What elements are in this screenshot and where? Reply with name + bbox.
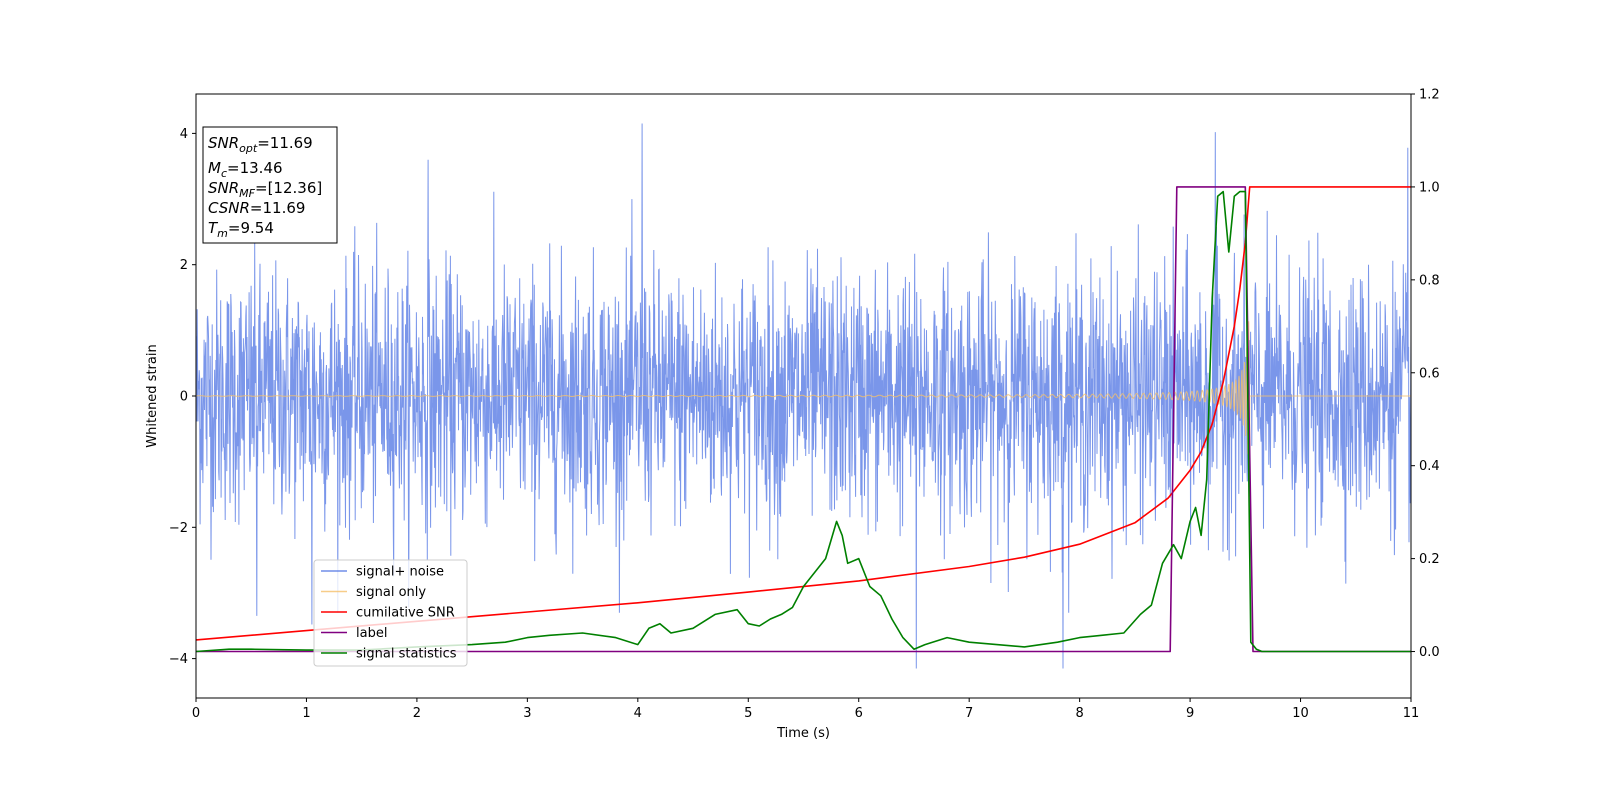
x-tick-label: 8 bbox=[1075, 706, 1083, 721]
x-tick-label: 11 bbox=[1403, 706, 1420, 721]
info-snr-opt: SNRopt=11.69 bbox=[208, 134, 313, 155]
y-axis-left-label: Whitened strain bbox=[145, 344, 160, 447]
info-tm: Tm=9.54 bbox=[208, 219, 274, 240]
plot-series bbox=[195, 123, 1412, 669]
y-right-tick-label: 1.2 bbox=[1419, 88, 1440, 103]
info-box-frame bbox=[202, 126, 338, 244]
legend: signal+ noise signal only cumilative SNR la… bbox=[313, 559, 468, 667]
y-left-tick-label: 2 bbox=[180, 258, 188, 273]
legend-signal-statistics: signal statistics bbox=[321, 647, 457, 662]
y-right-tick-label: 0.6 bbox=[1419, 366, 1440, 381]
y-right-tick-label: 1.0 bbox=[1419, 180, 1440, 195]
legend-signal-noise-label: signal+ noise bbox=[356, 565, 444, 580]
info-csnr: CSNR=11.69 bbox=[208, 199, 305, 217]
x-tick-label: 4 bbox=[634, 706, 642, 721]
y-axis-left: −4 −2 0 2 4 bbox=[169, 127, 196, 667]
x-tick-label: 9 bbox=[1186, 706, 1194, 721]
legend-label-label: label bbox=[356, 626, 387, 641]
legend-signal-only: signal only bbox=[321, 585, 426, 600]
x-tick-label: 1 bbox=[302, 706, 310, 721]
x-axis: 0 1 2 3 4 5 6 7 8 9 10 11 bbox=[192, 698, 1419, 721]
legend-signal-statistics-label: signal statistics bbox=[356, 647, 457, 662]
legend-frame bbox=[313, 559, 468, 667]
x-tick-label: 10 bbox=[1292, 706, 1309, 721]
y-right-tick-label: 0.0 bbox=[1419, 645, 1440, 660]
legend-cumilative-snr: cumilative SNR bbox=[321, 606, 455, 621]
y-right-tick-label: 0.2 bbox=[1419, 552, 1440, 567]
x-tick-label: 2 bbox=[413, 706, 421, 721]
series-cumilative-snr-line bbox=[195, 186, 1411, 641]
info-mc: Mc=13.46 bbox=[208, 159, 283, 180]
series-signal-noise-line bbox=[195, 123, 1412, 669]
x-tick-label: 7 bbox=[965, 706, 973, 721]
x-tick-label: 5 bbox=[744, 706, 752, 721]
x-tick-label: 3 bbox=[523, 706, 531, 721]
info-snr-mf: SNRMF=[12.36] bbox=[208, 179, 322, 200]
y-right-tick-label: 0.4 bbox=[1419, 459, 1440, 474]
y-right-tick-label: 0.8 bbox=[1419, 273, 1440, 288]
x-tick-label: 6 bbox=[855, 706, 863, 721]
y-left-tick-label: 4 bbox=[180, 127, 188, 142]
legend-label: label bbox=[321, 626, 387, 641]
y-left-tick-label: −4 bbox=[169, 652, 188, 667]
x-tick-label: 0 bbox=[192, 706, 200, 721]
y-left-tick-label: 0 bbox=[180, 390, 188, 405]
legend-signal-noise: signal+ noise bbox=[321, 565, 444, 580]
legend-signal-only-label: signal only bbox=[356, 585, 426, 600]
legend-cumilative-snr-label: cumilative SNR bbox=[356, 606, 455, 621]
y-axis-right: 0.0 0.2 0.4 0.6 0.8 1.0 1.2 bbox=[1411, 88, 1440, 660]
y-left-tick-label: −2 bbox=[169, 521, 188, 536]
series-signal-statistics-line bbox=[195, 190, 1411, 653]
info-box: SNRopt=11.69 Mc=13.46 SNRMF=[12.36] CSNR… bbox=[202, 126, 338, 244]
x-axis-label: Time (s) bbox=[776, 726, 830, 741]
